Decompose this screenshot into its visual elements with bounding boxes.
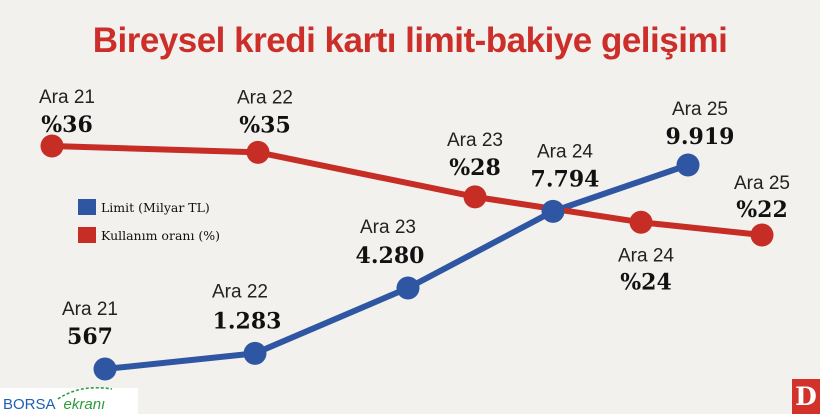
point-value-label: %35 [239, 112, 291, 138]
logo-swoosh [57, 386, 113, 400]
legend-label-limit: Limit (Milyar TL) [101, 200, 210, 215]
point-value-label: 7.794 [531, 166, 600, 192]
data-point-usage [246, 140, 270, 164]
point-value-label: 4.280 [356, 243, 425, 269]
data-point-usage [463, 185, 487, 209]
point-value-label: %24 [620, 269, 672, 295]
legend-swatch-limit [78, 199, 96, 215]
point-value-label: %22 [736, 197, 788, 223]
point-category-label: Ara 21 [39, 87, 95, 108]
data-point-usage [40, 134, 64, 158]
point-category-label: Ara 24 [537, 141, 593, 162]
point-value-label: %28 [449, 155, 501, 181]
point-category-label: Ara 25 [734, 173, 790, 194]
point-category-label: Ara 23 [360, 217, 416, 238]
legend-label-usage: Kullanım oranı (%) [101, 228, 220, 243]
d-badge: D [792, 379, 820, 414]
point-value-label: 1.283 [213, 308, 282, 334]
logo-wordmark: BORSA ekranı [3, 396, 105, 413]
point-category-label: Ara 21 [62, 299, 118, 320]
data-point-limit [676, 153, 700, 177]
d-badge-box [792, 379, 820, 414]
data-point-limit [541, 199, 565, 223]
point-category-label: Ara 23 [447, 130, 503, 151]
data-point-limit [93, 357, 117, 381]
legend-item-usage: Kullanım oranı (%) [78, 227, 220, 243]
legend-swatch-usage [78, 227, 96, 243]
borsa-ekrani-logo: BORSA ekranı [0, 386, 138, 414]
point-value-label: 9.919 [666, 124, 735, 150]
chart-title: Bireysel kredi kartı limit-bakiye gelişi… [93, 21, 728, 60]
data-labels: Ara 21 567 Ara 22 1.283 Ara 23 4.280 Ara 24 7.7… [39, 87, 790, 350]
point-category-label: Ara 22 [237, 87, 293, 108]
d-badge-letter: D [795, 382, 817, 411]
logo-word-ekrani: ekranı [64, 396, 106, 413]
point-value-label: 567 [67, 324, 113, 350]
series-points [40, 134, 774, 381]
data-point-usage [750, 223, 774, 247]
logo-word-borsa: BORSA [3, 396, 56, 413]
point-category-label: Ara 24 [618, 245, 674, 266]
legend: Limit (Milyar TL) Kullanım oranı (%) [78, 199, 220, 243]
legend-item-limit: Limit (Milyar TL) [78, 199, 210, 215]
point-value-label: %36 [41, 112, 93, 138]
data-point-usage [629, 210, 653, 234]
point-category-label: Ara 22 [212, 281, 268, 302]
data-point-limit [396, 276, 420, 300]
data-point-limit [243, 341, 267, 365]
point-category-label: Ara 25 [672, 99, 728, 120]
